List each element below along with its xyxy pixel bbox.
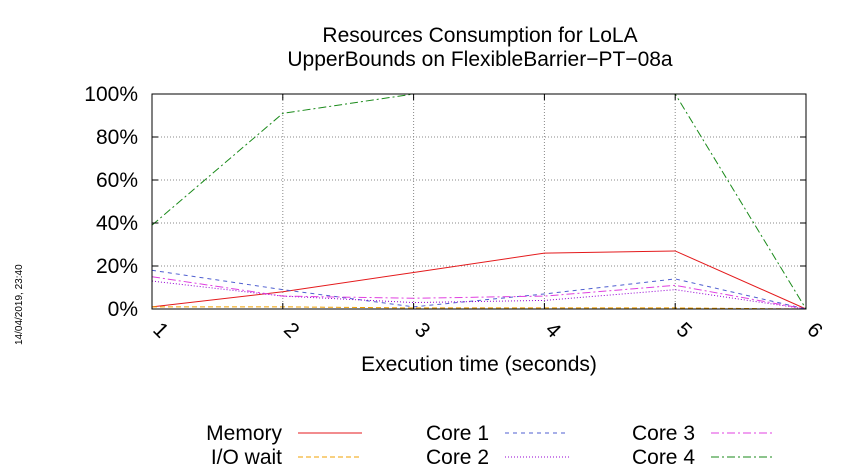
y-tick-label: 60% — [96, 169, 138, 192]
y-tick-label: 100% — [84, 83, 138, 106]
y-tick-label: 0% — [108, 298, 138, 321]
y-axis-ticks: 0% 20% 40% 60% 80% 100% — [84, 83, 806, 321]
x-tick-label: 1 — [148, 318, 173, 343]
x-tick-label: 4 — [541, 318, 566, 343]
legend-label: Core 2 — [426, 446, 489, 469]
grid — [151, 93, 807, 310]
plot-frame — [151, 93, 807, 310]
legend-label: Core 4 — [632, 446, 695, 469]
y-tick-label: 40% — [96, 212, 138, 235]
legend-label: I/O wait — [211, 446, 282, 469]
x-tick-label: 5 — [672, 318, 697, 343]
plot-series — [151, 93, 807, 310]
legend-label: Core 3 — [632, 422, 695, 445]
series-line-i-o-wait — [152, 306, 807, 310]
x-tick-label: 2 — [279, 318, 304, 343]
chart-title-line1: Resources Consumption for LoLA — [322, 24, 637, 47]
timestamp: 14/04/2019, 23:40 — [14, 264, 25, 345]
series-line-core-3 — [151, 276, 807, 310]
series-line-core-4 — [151, 93, 807, 310]
series-line-core-2 — [151, 280, 807, 310]
series-line-memory — [151, 250, 807, 310]
x-tick-label: 6 — [802, 318, 827, 343]
chart-title-line2: UpperBounds on FlexibleBarrier−PT−08a — [287, 48, 673, 71]
x-axis-label: Execution time (seconds) — [361, 353, 597, 376]
y-tick-label: 20% — [96, 255, 138, 278]
x-axis-ticks: 1 2 3 4 5 6 — [148, 94, 827, 343]
series-line-core-1 — [151, 269, 807, 310]
legend-label: Memory — [206, 422, 282, 445]
y-tick-label: 80% — [96, 126, 138, 149]
legend-label: Core 1 — [426, 422, 489, 445]
x-tick-label: 3 — [410, 318, 435, 343]
